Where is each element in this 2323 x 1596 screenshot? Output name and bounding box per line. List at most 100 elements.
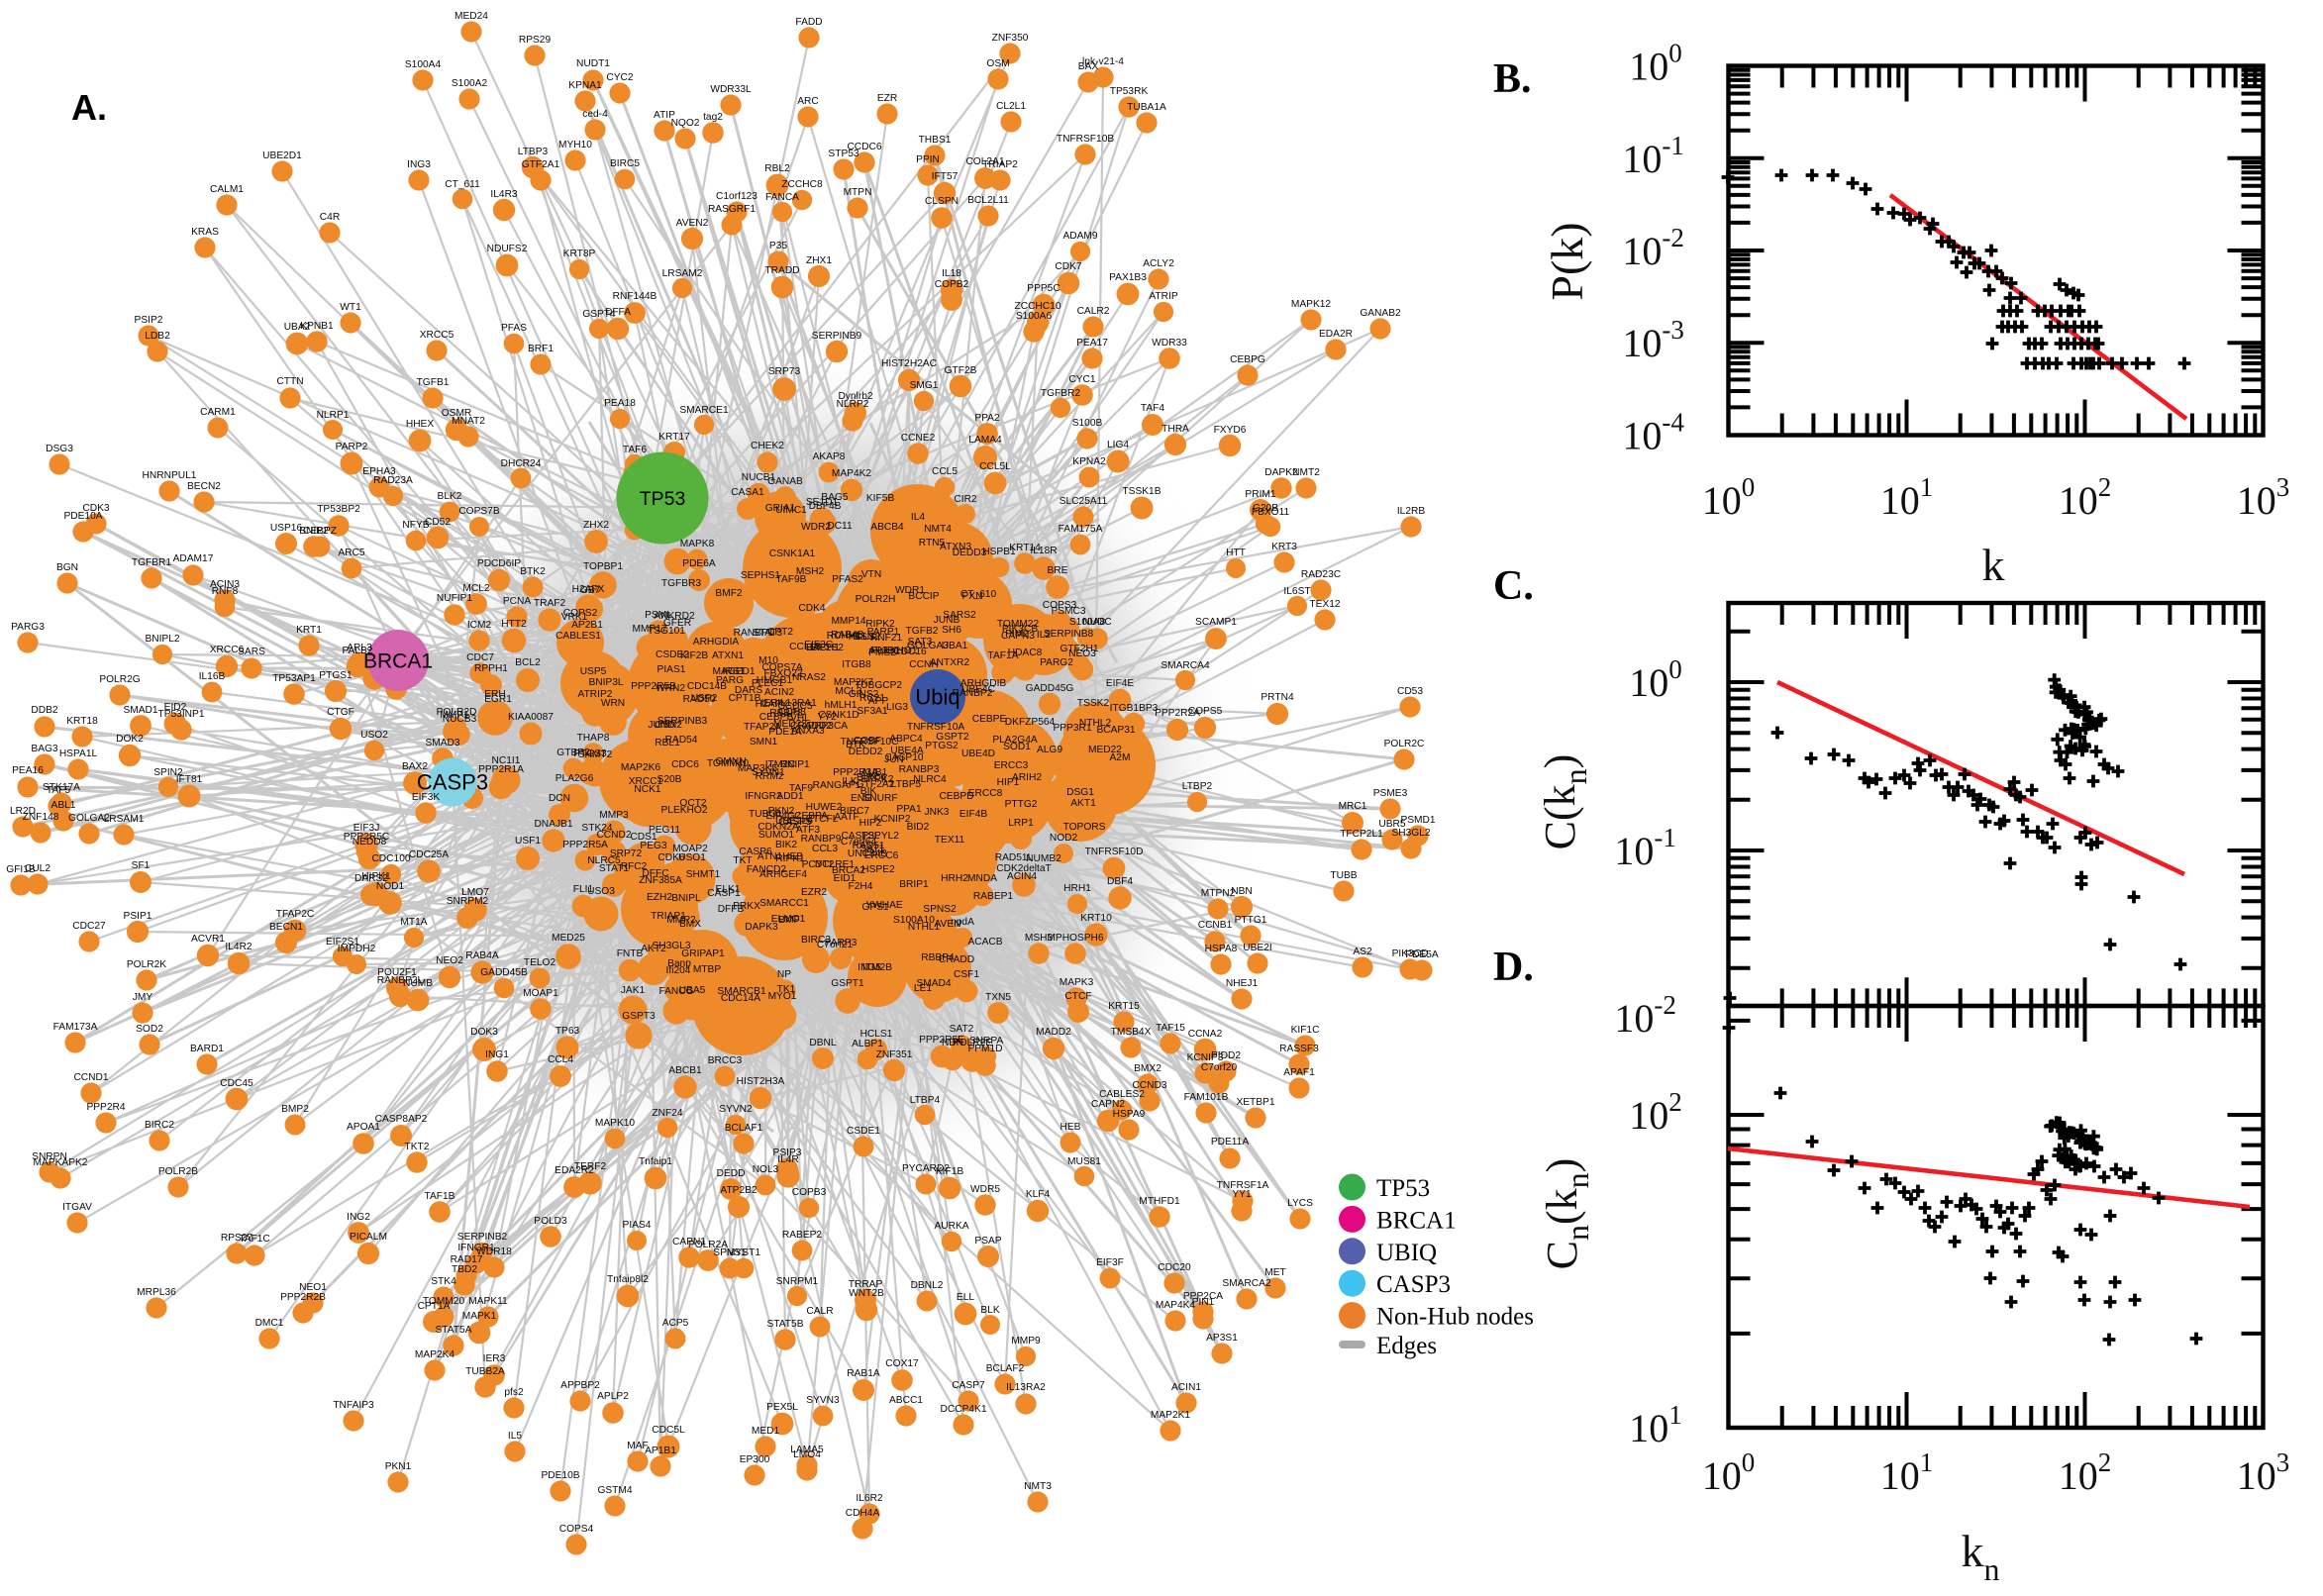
svg-text:CPT1A: CPT1A bbox=[418, 1301, 451, 1312]
svg-text:EIF3J: EIF3J bbox=[354, 823, 380, 834]
svg-text:NQO2: NQO2 bbox=[671, 118, 700, 129]
svg-text:HSPE2: HSPE2 bbox=[861, 864, 895, 875]
svg-text:RPPH1: RPPH1 bbox=[474, 663, 508, 674]
svg-text:ACVR1: ACVR1 bbox=[191, 934, 225, 945]
svg-text:npdA: npdA bbox=[951, 917, 974, 928]
svg-text:UBE4D: UBE4D bbox=[961, 748, 995, 759]
svg-text:UBE4A: UBE4A bbox=[890, 746, 924, 756]
svg-text:COPS3: COPS3 bbox=[1043, 600, 1077, 611]
svg-text:CEBPB: CEBPB bbox=[759, 712, 794, 723]
svg-text:LDB2: LDB2 bbox=[145, 331, 170, 342]
svg-text:TERF2: TERF2 bbox=[574, 1161, 607, 1172]
svg-text:TRAF2: TRAF2 bbox=[534, 598, 566, 609]
svg-text:Non-Hub nodes: Non-Hub nodes bbox=[1376, 1304, 1534, 1331]
svg-text:CASP7: CASP7 bbox=[952, 1380, 985, 1391]
svg-text:KPNA1: KPNA1 bbox=[568, 80, 602, 91]
svg-text:CCND2: CCND2 bbox=[596, 830, 631, 841]
svg-text:STAT3: STAT3 bbox=[753, 628, 783, 639]
svg-text:LRSAM2: LRSAM2 bbox=[662, 268, 703, 279]
svg-text:ELL: ELL bbox=[957, 1292, 974, 1303]
svg-text:AURKA: AURKA bbox=[934, 1221, 968, 1232]
svg-text:RAD51L: RAD51L bbox=[995, 852, 1034, 863]
svg-text:COPB3: COPB3 bbox=[792, 1187, 827, 1198]
svg-text:ILK: ILK bbox=[842, 776, 857, 787]
svg-text:MAF: MAF bbox=[627, 1441, 649, 1451]
svg-text:PARP1: PARP1 bbox=[867, 627, 900, 638]
svg-text:DFFA: DFFA bbox=[605, 307, 631, 318]
svg-text:POLR2H: POLR2H bbox=[856, 594, 896, 605]
svg-text:DSG1: DSG1 bbox=[1066, 787, 1094, 798]
svg-text:IMPDH2: IMPDH2 bbox=[338, 944, 376, 954]
svg-text:HIP2: HIP2 bbox=[859, 818, 882, 829]
svg-text:CDK6: CDK6 bbox=[657, 852, 685, 863]
svg-text:TUBB2A: TUBB2A bbox=[465, 1366, 505, 1377]
svg-text:POLR2A: POLR2A bbox=[688, 1240, 728, 1250]
svg-text:MPHOSPH6: MPHOSPH6 bbox=[1047, 933, 1104, 944]
svg-text:APOA1: APOA1 bbox=[347, 1122, 380, 1133]
svg-text:ACLY2: ACLY2 bbox=[1143, 258, 1174, 269]
svg-text:SERPINB9: SERPINB9 bbox=[812, 331, 862, 342]
svg-text:PPP2R2A: PPP2R2A bbox=[1155, 708, 1200, 719]
svg-text:FBXO22: FBXO22 bbox=[763, 668, 802, 679]
svg-text:PLEC1: PLEC1 bbox=[752, 678, 784, 689]
svg-text:ZNF148: ZNF148 bbox=[23, 812, 59, 823]
svg-text:PLEKHO1: PLEKHO1 bbox=[871, 646, 918, 656]
svg-text:AP1B1: AP1B1 bbox=[645, 1446, 676, 1456]
svg-text:KPNB1: KPNB1 bbox=[300, 321, 334, 332]
svg-text:COPS7A: COPS7A bbox=[761, 662, 803, 673]
svg-text:TP63: TP63 bbox=[556, 1026, 580, 1037]
svg-text:HTT2: HTT2 bbox=[501, 619, 527, 630]
svg-text:TFAP2C: TFAP2C bbox=[276, 909, 315, 920]
svg-text:PEA16: PEA16 bbox=[12, 765, 44, 776]
svg-text:TP53: TP53 bbox=[1376, 1175, 1430, 1202]
svg-text:BAG5: BAG5 bbox=[821, 492, 849, 503]
svg-text:NLRC4: NLRC4 bbox=[913, 774, 947, 785]
svg-text:ZNF24: ZNF24 bbox=[652, 1108, 682, 1119]
svg-text:DBF4B: DBF4B bbox=[809, 501, 842, 512]
svg-text:LIG4: LIG4 bbox=[1107, 440, 1129, 450]
svg-text:IL4: IL4 bbox=[911, 512, 925, 523]
svg-text:DOK3: DOK3 bbox=[470, 1027, 498, 1038]
svg-text:ERCC8: ERCC8 bbox=[968, 788, 1003, 799]
svg-text:100: 100 bbox=[1629, 39, 1682, 89]
svg-text:STK24: STK24 bbox=[581, 823, 612, 834]
svg-text:KRT1: KRT1 bbox=[296, 625, 322, 636]
svg-text:MCL3: MCL3 bbox=[835, 686, 862, 697]
svg-text:RNF8: RNF8 bbox=[212, 586, 239, 597]
svg-text:MRC1: MRC1 bbox=[1339, 801, 1367, 812]
svg-text:ERCC6: ERCC6 bbox=[864, 850, 899, 861]
svg-text:IL4R: IL4R bbox=[777, 1154, 799, 1165]
svg-text:RANBP1: RANBP1 bbox=[734, 628, 774, 639]
svg-text:ZCCHC8: ZCCHC8 bbox=[781, 179, 823, 190]
svg-text:EP300: EP300 bbox=[740, 1454, 770, 1465]
svg-text:MTPN: MTPN bbox=[844, 187, 872, 198]
svg-text:MED25: MED25 bbox=[552, 933, 585, 944]
svg-text:ANKRD2: ANKRD2 bbox=[654, 611, 695, 622]
svg-text:FADD: FADD bbox=[795, 17, 822, 28]
svg-text:SRP73: SRP73 bbox=[768, 366, 801, 377]
svg-text:GSN: GSN bbox=[853, 632, 874, 643]
svg-text:pfs2: pfs2 bbox=[504, 1387, 524, 1398]
svg-text:PDE5A: PDE5A bbox=[1405, 949, 1439, 960]
svg-text:ITM2B: ITM2B bbox=[862, 962, 892, 973]
svg-text:ERH: ERH bbox=[484, 689, 506, 700]
svg-text:WNT2B: WNT2B bbox=[849, 1288, 884, 1299]
svg-text:SNRPN: SNRPN bbox=[32, 1151, 67, 1162]
svg-text:CLSPN: CLSPN bbox=[925, 196, 959, 207]
svg-text:CDC16: CDC16 bbox=[893, 647, 927, 657]
svg-text:APP: APP bbox=[868, 696, 889, 707]
svg-text:TFAP2A: TFAP2A bbox=[744, 722, 781, 733]
svg-text:RANBP9: RANBP9 bbox=[801, 834, 842, 845]
svg-text:CASP5: CASP5 bbox=[778, 817, 812, 828]
svg-text:MCL2: MCL2 bbox=[462, 583, 490, 594]
svg-text:XRCC6: XRCC6 bbox=[210, 645, 245, 655]
svg-text:TUBB: TUBB bbox=[1330, 870, 1357, 881]
svg-text:EIF3F: EIF3F bbox=[1096, 1257, 1124, 1268]
svg-text:PLA2G4A: PLA2G4A bbox=[992, 735, 1038, 746]
svg-text:CDKN2A: CDKN2A bbox=[758, 822, 799, 833]
svg-text:TNFRSF1A: TNFRSF1A bbox=[1217, 1180, 1269, 1191]
svg-text:BNIPL: BNIPL bbox=[671, 893, 701, 904]
svg-text:DCCP4K1: DCCP4K1 bbox=[941, 1404, 987, 1415]
svg-text:EIF3G: EIF3G bbox=[804, 640, 834, 650]
svg-text:ENG: ENG bbox=[851, 793, 872, 804]
